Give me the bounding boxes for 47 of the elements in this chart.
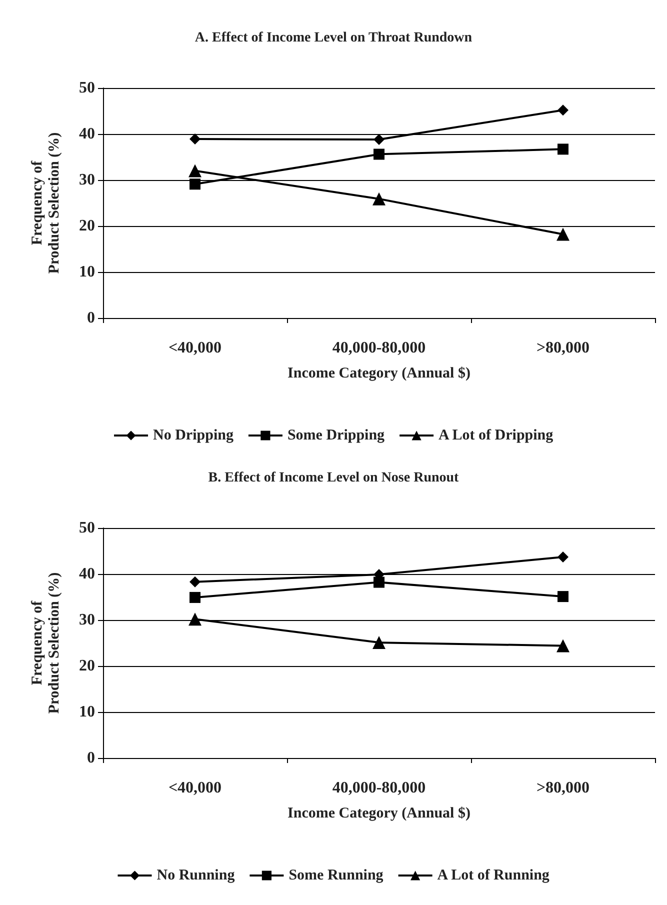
x-axis-title: Income Category (Annual $) [288, 806, 470, 822]
x-axis-title: Income Category (Annual $) [288, 366, 470, 382]
point [190, 576, 200, 588]
y-tick-label: 20 [79, 658, 95, 674]
y-tick-label: 0 [87, 750, 95, 766]
point [190, 178, 200, 190]
x-tick-label: 40,000-80,000 [332, 340, 426, 356]
y-tick-label: 30 [79, 612, 95, 628]
point [374, 576, 384, 588]
point [188, 164, 202, 178]
y-tick-label: 10 [79, 704, 95, 720]
x-tick-label: >80,000 [536, 340, 590, 356]
y-axis-title: Frequency of Product Selection (%) [30, 572, 62, 714]
y-tick-label: 50 [79, 80, 95, 96]
y-tick-label: 50 [79, 520, 95, 536]
point [190, 134, 200, 145]
point [372, 192, 386, 206]
y-axis-title: Frequency of Product Selection (%) [30, 132, 62, 274]
point [556, 228, 570, 241]
y-tick-label: 10 [79, 264, 95, 280]
point [556, 639, 570, 652]
legend-label: A Lot of Dripping [438, 428, 554, 444]
legend-label: Some Running [288, 868, 384, 884]
x-tick-label: <40,000 [168, 780, 222, 796]
legend-label: No Running [156, 868, 236, 884]
chart-title: B. Effect of Income Level on Nose Runout [208, 470, 460, 486]
y-tick-label: 30 [79, 172, 95, 188]
x-tick-label: <40,000 [168, 340, 222, 356]
legend-label: Some Dripping [287, 428, 386, 444]
x-tick-label: 40,000-80,000 [332, 780, 426, 796]
point [558, 551, 568, 562]
point [374, 148, 384, 160]
point [558, 104, 568, 116]
point [190, 592, 200, 603]
legend-label: No Dripping [153, 428, 234, 444]
y-tick-label: 0 [87, 310, 95, 326]
y-tick-label: 40 [79, 126, 95, 142]
point [374, 134, 384, 146]
chart-title: A. Effect of Income Level on Throat Rundown [194, 30, 472, 46]
point [558, 144, 568, 155]
y-tick-label: 20 [79, 218, 95, 234]
point [372, 636, 386, 650]
legend-label: A Lot of Running [437, 868, 550, 884]
point [188, 612, 202, 626]
y-tick-label: 40 [79, 566, 95, 582]
point [558, 591, 568, 602]
x-tick-label: >80,000 [536, 780, 590, 796]
